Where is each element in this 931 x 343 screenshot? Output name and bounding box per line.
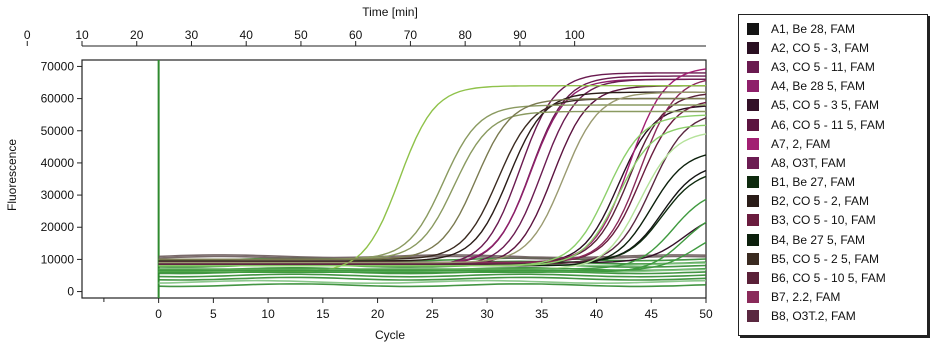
x-tick-label: 5 [210,307,217,321]
legend-label: B3, CO 5 - 10, FAM [771,213,876,228]
x-axis-title: Cycle [375,328,405,342]
legend-label: A1, Be 28, FAM [771,21,856,36]
legend-label: B5, CO 5 - 2 5, FAM [771,251,880,266]
series-line [158,117,707,265]
top-tick-label: 70 [404,28,418,42]
x-tick-label: 45 [645,307,659,321]
legend-item: A6, CO 5 - 11 5, FAM [743,115,927,134]
legend-item: A5, CO 5 - 3 5, FAM [743,96,927,115]
legend-label: B6, CO 5 - 10 5, FAM [771,271,886,286]
series-line [158,97,706,261]
x-tick-label: 30 [480,307,494,321]
x-tick-label: 25 [426,307,440,321]
top-tick-label: 80 [458,28,472,42]
legend-item: B6, CO 5 - 10 5, FAM [743,268,927,287]
y-tick-label: 0 [67,285,74,299]
series-line [158,91,706,264]
top-tick-label: 20 [130,28,144,42]
y-tick-label: 70000 [41,59,75,73]
amplification-chart: Time [min] Cycle Fluorescence 0 5 10 15 20 25… [5,5,713,342]
series-line [158,124,707,267]
x-tick-label: 35 [535,307,549,321]
baseline-line [158,283,707,288]
legend-label: A8, O3T, FAM [771,155,846,170]
legend-item: A4, Be 28 5, FAM [743,77,927,96]
legend-item: B1, Be 27, FAM [743,173,927,192]
top-tick-label: 60 [349,28,363,42]
legend-item: B3, CO 5 - 10, FAM [743,211,927,230]
legend-swatch [747,41,759,54]
x-tick-label: 40 [590,307,604,321]
legend-swatch [747,310,759,323]
series-line [158,198,707,270]
legend-swatch [747,214,759,227]
legend-label: B7, 2.2, FAM [771,290,841,305]
legend-item: B5, CO 5 - 2 5, FAM [743,249,927,268]
x-tick-label: 20 [371,307,385,321]
legend-label: B4, Be 27 5, FAM [771,232,866,247]
legend-label: A6, CO 5 - 11 5, FAM [771,117,885,132]
legend-swatch [747,60,759,73]
legend-swatch [747,137,759,150]
y-tick-label: 50000 [41,124,75,138]
legend-item: A1, Be 28, FAM [743,19,927,38]
y-tick-label: 60000 [41,92,75,106]
legend-swatch [747,233,759,246]
legend-swatch [747,156,759,169]
legend-label: A7, 2, FAM [771,136,831,151]
series-line [158,221,707,273]
series-line [158,91,706,262]
legend-label: A4, Be 28 5, FAM [771,79,866,94]
legend-label: B8, O3T.2, FAM [771,309,856,324]
legend: A1, Be 28, FAM A2, CO 5 - 3, FAM A3, CO 5 … [738,14,928,336]
baseline-line [158,279,707,284]
top-tick-label: 30 [185,28,199,42]
top-tick-label: 100 [565,28,585,42]
legend-swatch [747,99,759,112]
x-tick-label: 0 [155,307,162,321]
legend-swatch [747,195,759,208]
baseline-line [158,276,707,281]
legend-label: B1, Be 27, FAM [771,175,856,190]
x-tick-label: 50 [699,307,713,321]
legend-swatch [747,252,759,265]
top-tick-label: 0 [24,28,31,42]
y-tick-label: 10000 [41,252,75,266]
legend-label: A5, CO 5 - 3 5, FAM [771,98,880,113]
y-axis-title: Fluorescence [5,139,19,211]
series-line [158,241,707,272]
legend-swatch [747,176,759,189]
legend-swatch [747,291,759,304]
baseline-line [158,255,707,260]
legend-item: B2, CO 5 - 2, FAM [743,192,927,211]
top-tick-label: 50 [294,28,308,42]
legend-swatch [747,22,759,35]
baseline-line [158,273,707,278]
legend-label: A2, CO 5 - 3, FAM [771,40,870,55]
plot-area: 0 5 10 15 20 25 30 35 40 45 50 0 10000 20000 30000 4000… [24,28,713,321]
legend-swatch [747,118,759,131]
legend-item: A2, CO 5 - 3, FAM [743,38,927,57]
legend-item: A7, 2, FAM [743,134,927,153]
x-tick-label: 10 [261,307,275,321]
top-axis-title: Time [min] [362,5,418,19]
top-tick-label: 90 [513,28,527,42]
legend-item: B8, O3T.2, FAM [743,307,927,326]
legend-swatch [747,80,759,93]
top-tick-label: 10 [75,28,89,42]
legend-item: B7, 2.2, FAM [743,288,927,307]
y-tick-label: 20000 [41,220,75,234]
legend-item: A3, CO 5 - 11, FAM [743,57,927,76]
legend-label: A3, CO 5 - 11, FAM [771,59,875,74]
x-tick-label: 15 [316,307,330,321]
top-tick-label: 40 [240,28,254,42]
y-tick-label: 30000 [41,188,75,202]
legend-item: B4, Be 27 5, FAM [743,230,927,249]
legend-label: B2, CO 5 - 2, FAM [771,194,870,209]
legend-swatch [747,272,759,285]
legend-item: A8, O3T, FAM [743,153,927,172]
y-tick-label: 40000 [41,156,75,170]
